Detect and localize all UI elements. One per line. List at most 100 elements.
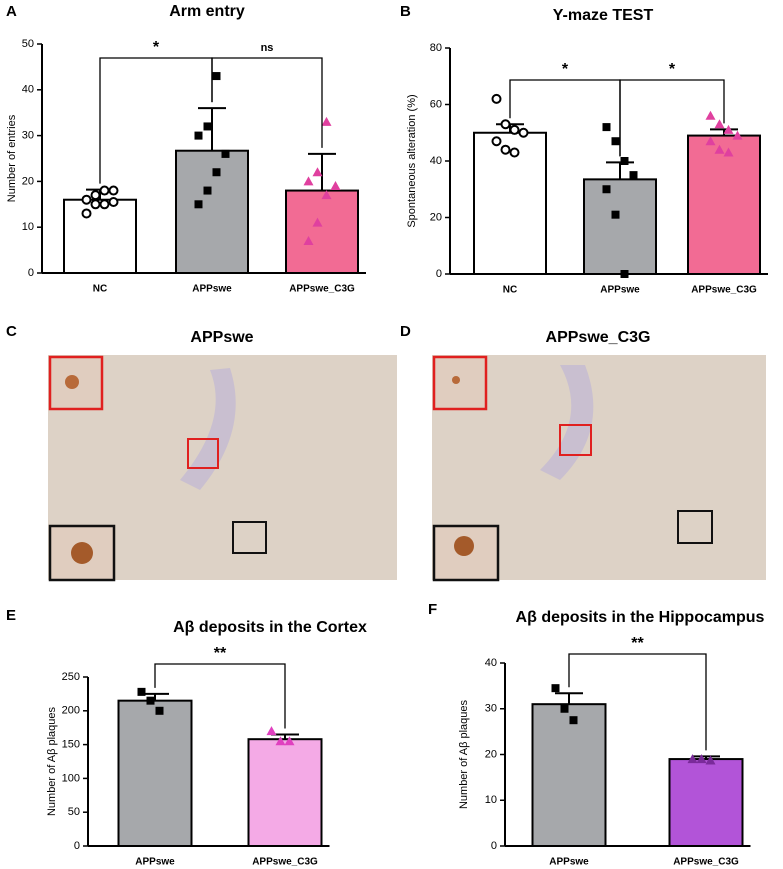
- significance-label: *: [562, 61, 569, 78]
- bar: [63, 198, 137, 274]
- panel-letter: A: [6, 3, 17, 20]
- y-axis-label: Number of Aβ plaques: [46, 706, 58, 816]
- x-tick-label: APPswe: [600, 285, 640, 296]
- bar: [531, 703, 607, 847]
- data-point: [705, 110, 716, 120]
- image-d: D APPswe_C3G: [400, 323, 766, 582]
- data-point: [108, 197, 119, 208]
- data-point: [696, 754, 707, 764]
- data-point: [212, 72, 221, 81]
- y-tick-label: 20: [22, 175, 34, 187]
- y-tick-label: 40: [22, 84, 34, 96]
- error-bar: [710, 128, 738, 136]
- data-point: [611, 210, 620, 219]
- plaque: [452, 376, 460, 384]
- data-point: [284, 736, 295, 746]
- tissue-layer: [540, 365, 594, 480]
- box-black: [232, 521, 267, 554]
- significance-label: **: [214, 645, 227, 662]
- data-point: [303, 235, 314, 245]
- box-red: [559, 424, 592, 456]
- y-tick-label: 20: [430, 211, 442, 223]
- x-tick-label: APPswe_C3G: [289, 284, 355, 295]
- bar: [175, 149, 249, 275]
- data-point: [620, 270, 629, 278]
- panel-letter: E: [6, 607, 16, 624]
- data-point: [509, 147, 520, 158]
- data-point: [99, 185, 110, 196]
- x-tick-label: APPswe: [135, 857, 175, 868]
- data-point: [137, 687, 146, 696]
- chart-title: Aβ deposits in the Cortex: [173, 619, 367, 636]
- x-tick-label: APPswe_C3G: [691, 285, 757, 296]
- error-bar: [198, 107, 226, 151]
- y-axis-label: Spontaneous alteration (%): [406, 94, 418, 227]
- data-point: [321, 116, 332, 126]
- y-tick-label: 0: [491, 840, 497, 852]
- data-point: [99, 199, 110, 210]
- tissue-layer: [180, 368, 236, 490]
- data-point: [221, 149, 230, 158]
- significance-bracket: [154, 663, 286, 729]
- y-tick-label: 20: [485, 748, 497, 760]
- data-point: [551, 684, 560, 693]
- bar: [285, 189, 359, 274]
- x-tick-label: APPswe_C3G: [673, 857, 739, 868]
- data-point: [312, 167, 323, 177]
- y-tick-label: 60: [430, 98, 442, 110]
- y-tick-label: 30: [22, 130, 34, 142]
- data-point: [518, 127, 529, 138]
- y-axis-label: Number of Aβ plaques: [458, 699, 470, 809]
- x-tick-label: NC: [93, 284, 107, 295]
- error-bar: [692, 755, 720, 760]
- y-tick-label: 200: [62, 705, 80, 717]
- data-point: [723, 124, 734, 134]
- data-point: [723, 147, 734, 157]
- chart-title: Arm entry: [169, 3, 245, 20]
- data-point: [275, 736, 286, 746]
- significance-label: ns: [261, 42, 274, 54]
- y-tick-label: 10: [485, 794, 497, 806]
- data-point: [330, 180, 341, 190]
- data-point: [629, 171, 638, 180]
- y-tick-label: 10: [22, 221, 34, 233]
- data-point: [500, 119, 511, 130]
- data-point: [491, 93, 502, 104]
- data-point: [81, 208, 92, 219]
- plaque: [71, 542, 93, 564]
- data-point: [569, 716, 578, 725]
- inset-red: [432, 355, 488, 411]
- data-point: [602, 185, 611, 194]
- data-point: [212, 168, 221, 177]
- data-point: [303, 176, 314, 186]
- data-point: [509, 124, 520, 135]
- data-point: [714, 119, 725, 129]
- data-point: [266, 726, 277, 736]
- data-point: [560, 704, 569, 713]
- image-title: APPswe: [190, 329, 253, 346]
- bar: [687, 134, 761, 275]
- bar: [473, 131, 547, 275]
- chart: B Y-maze TEST Spontaneous alteration (%) 0 2…: [400, 3, 768, 296]
- error-bar: [308, 152, 336, 191]
- significance-label: **: [631, 635, 644, 652]
- data-point: [90, 199, 101, 210]
- significance-bracket: [211, 57, 323, 148]
- data-point: [321, 190, 332, 200]
- plaque: [454, 536, 474, 556]
- y-tick-label: 150: [62, 739, 80, 751]
- plaque: [65, 375, 79, 389]
- x-tick-label: NC: [503, 285, 517, 296]
- chart-title: Y-maze TEST: [553, 7, 654, 24]
- data-point: [203, 186, 212, 195]
- data-point: [155, 706, 164, 715]
- panel-letter: D: [400, 323, 411, 340]
- data-point: [500, 144, 511, 155]
- y-tick-label: 0: [436, 268, 442, 280]
- bar: [247, 738, 323, 848]
- significance-label: *: [153, 39, 160, 56]
- data-point: [705, 136, 716, 146]
- chart: F Aβ deposits in the Hippocampus Number of…: [428, 601, 765, 868]
- box-black: [677, 510, 713, 544]
